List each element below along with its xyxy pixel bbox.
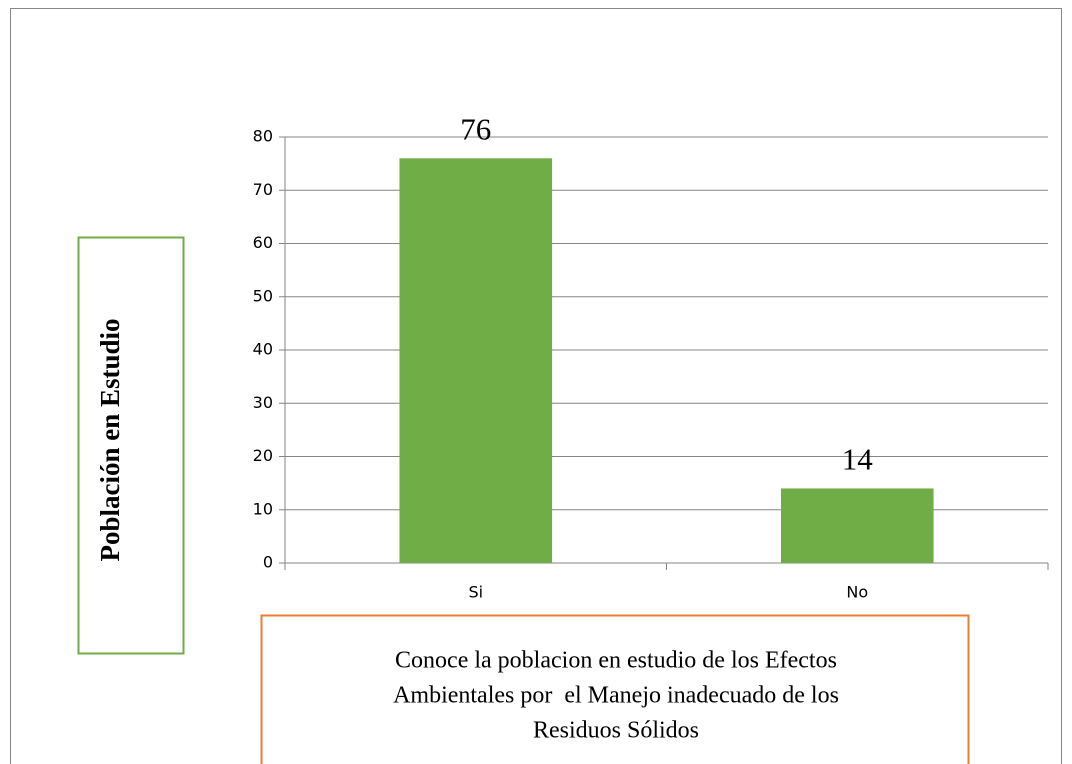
- x-label-box: [260, 614, 970, 764]
- y-tick-label: 40: [253, 340, 273, 359]
- data-label: 14: [842, 442, 874, 477]
- y-tick-label: 30: [253, 393, 273, 412]
- y-tick-label: 80: [253, 127, 273, 146]
- bar: [399, 158, 553, 564]
- y-axis-label: Población en Estudio: [95, 318, 125, 561]
- x-tick-label: No: [846, 583, 868, 602]
- x-axis-label: Ambientales por el Manejo inadecuado de …: [393, 683, 839, 709]
- x-tick-label: Si: [468, 583, 483, 602]
- y-tick-label: 20: [253, 446, 273, 465]
- y-tick-label: 0: [263, 553, 273, 572]
- y-tick-label: 60: [253, 233, 273, 252]
- y-tick-label: 10: [253, 499, 273, 518]
- bar: [780, 488, 934, 563]
- x-axis-label: Conoce la poblacion en estudio de los Ef…: [395, 648, 837, 674]
- data-label: 76: [460, 111, 491, 146]
- y-tick-label: 70: [253, 180, 273, 199]
- y-tick-label: 50: [253, 286, 273, 305]
- chart-frame: [10, 8, 1062, 764]
- x-axis-label: Residuos Sólidos: [533, 718, 699, 744]
- y-label-box: [77, 236, 185, 655]
